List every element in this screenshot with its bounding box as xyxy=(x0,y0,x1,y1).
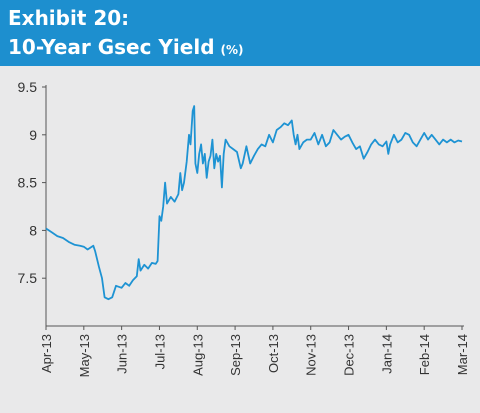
chart-title: 10-Year Gsec Yield (%) xyxy=(8,34,244,63)
line-chart: 9.5 9 8.5 8 7.5 Apr-13 May-13 Jun-13 Jul-13 Aug-1… xyxy=(18,79,470,377)
y-tick-label: 7.5 xyxy=(18,270,38,286)
x-tick-label: Nov-13 xyxy=(304,334,319,376)
x-tick-label: Jul-13 xyxy=(152,334,167,369)
x-tick-label: Aug-13 xyxy=(190,334,205,376)
y-tick-label: 9.5 xyxy=(18,79,38,95)
x-tick-label: Jun-13 xyxy=(115,334,130,374)
x-tick-label: May-13 xyxy=(77,334,92,377)
x-tick-label: Mar-14 xyxy=(455,334,470,375)
y-tick-label: 8.5 xyxy=(18,175,38,191)
yield-series-line xyxy=(45,105,463,301)
chart-header: Exhibit 20: 10-Year Gsec Yield (%) xyxy=(0,0,480,66)
y-tick-label: 8 xyxy=(29,222,37,238)
chart-title-unit: (%) xyxy=(220,43,244,57)
y-tick-label: 9 xyxy=(29,127,37,143)
x-tick-label: Dec-13 xyxy=(342,334,357,376)
exhibit-label: Exhibit 20: xyxy=(8,6,130,30)
x-tick-label: Apr-13 xyxy=(39,334,54,373)
x-tick-label: Oct-13 xyxy=(266,334,281,373)
x-tick-label: Feb-14 xyxy=(417,334,432,375)
chart-title-text: 10-Year Gsec Yield xyxy=(8,35,215,59)
x-tick-label: Sep-13 xyxy=(228,334,243,376)
chart-panel: 9.5 9 8.5 8 7.5 Apr-13 May-13 Jun-13 Jul-13 Aug-1… xyxy=(0,66,480,413)
x-tick-label: Jan-14 xyxy=(379,334,394,374)
